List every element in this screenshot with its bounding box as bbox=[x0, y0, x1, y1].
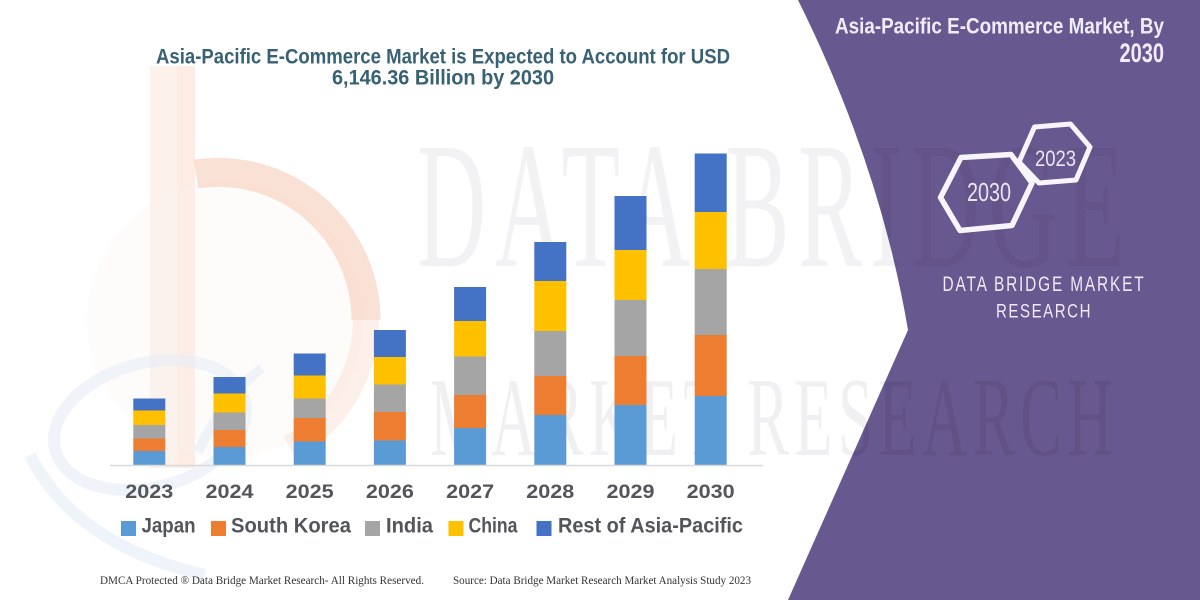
svg-text:2024: 2024 bbox=[206, 481, 254, 503]
svg-text:2030: 2030 bbox=[1120, 38, 1165, 68]
svg-text:2029: 2029 bbox=[607, 481, 655, 503]
svg-text:Source: Data Bridge Market Res: Source: Data Bridge Market Research Mark… bbox=[453, 573, 751, 587]
svg-text:2026: 2026 bbox=[366, 481, 414, 503]
svg-text:2030: 2030 bbox=[687, 481, 735, 503]
svg-text:2027: 2027 bbox=[446, 481, 494, 503]
svg-text:China: China bbox=[469, 514, 519, 538]
svg-text:2023: 2023 bbox=[1035, 146, 1076, 171]
svg-text:2028: 2028 bbox=[526, 481, 574, 503]
svg-text:2025: 2025 bbox=[286, 481, 334, 503]
svg-text:Japan: Japan bbox=[142, 514, 196, 538]
svg-text:Rest of Asia-Pacific: Rest of Asia-Pacific bbox=[558, 514, 743, 538]
svg-text:DMCA Protected ® Data Bridge M: DMCA Protected ® Data Bridge Market Rese… bbox=[100, 573, 424, 587]
svg-text:Asia-Pacific E-Commerce Market: Asia-Pacific E-Commerce Market is Expect… bbox=[156, 44, 730, 68]
svg-text:South Korea: South Korea bbox=[231, 514, 352, 538]
svg-text:2023: 2023 bbox=[125, 481, 173, 503]
svg-text:2030: 2030 bbox=[967, 177, 1011, 207]
svg-text:Asia-Pacific E-Commerce Market: Asia-Pacific E-Commerce Market, By bbox=[835, 14, 1165, 39]
svg-text:India: India bbox=[386, 514, 434, 538]
svg-text:DATA BRIDGE: DATA BRIDGE bbox=[417, 106, 1133, 305]
svg-text:6,146.36 Billion by 2030: 6,146.36 Billion by 2030 bbox=[332, 66, 554, 90]
svg-text:DATA BRIDGE MARKET: DATA BRIDGE MARKET bbox=[943, 273, 1146, 296]
svg-text:RESEARCH: RESEARCH bbox=[996, 301, 1092, 323]
